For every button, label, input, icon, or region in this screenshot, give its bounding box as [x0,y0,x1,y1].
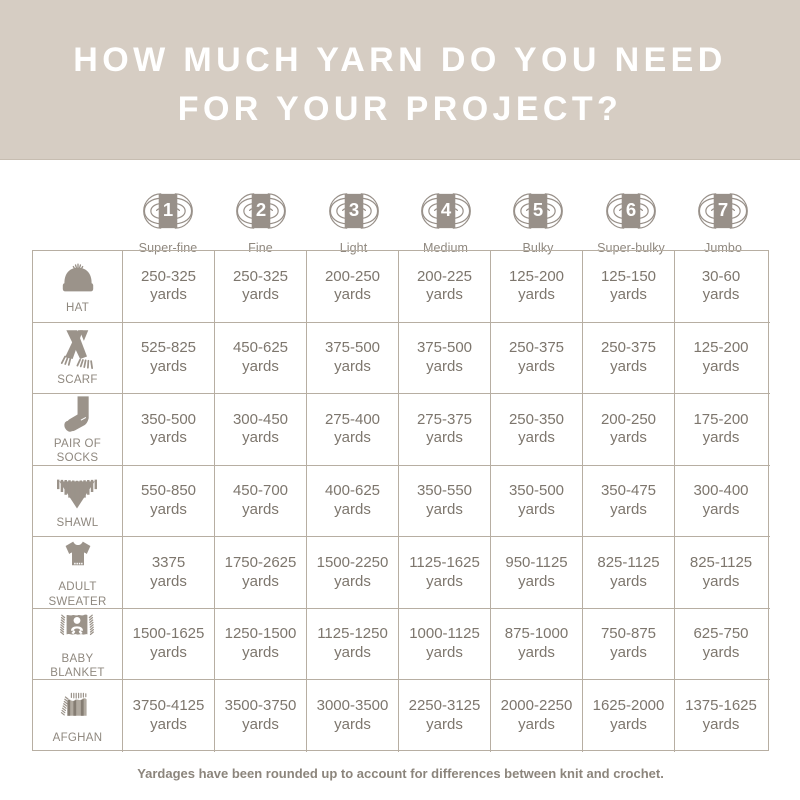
svg-text:6: 6 [626,199,636,220]
svg-text:3: 3 [348,199,358,220]
svg-text:2: 2 [255,199,265,220]
svg-text:5: 5 [533,199,543,220]
svg-text:7: 7 [718,199,728,220]
svg-text:1: 1 [163,199,173,220]
svg-text:4: 4 [440,199,451,220]
